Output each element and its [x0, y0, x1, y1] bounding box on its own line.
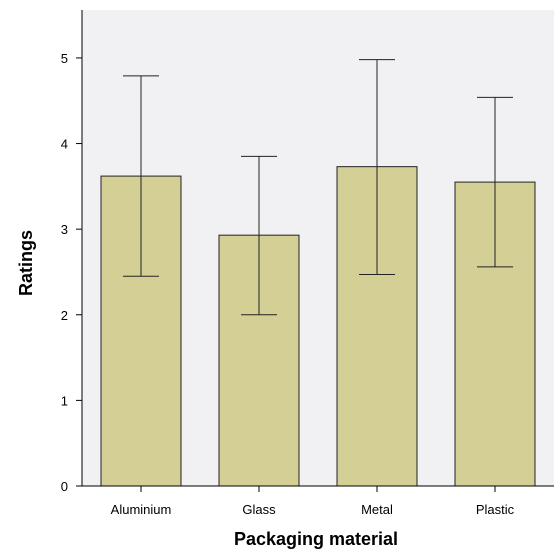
error-bar-plastic — [477, 96, 513, 268]
x-tick-label-aluminium: Aluminium — [111, 502, 172, 517]
x-axis-title: Packaging material — [234, 529, 398, 549]
y-axis-title: Ratings — [16, 230, 36, 296]
error-bar-glass — [241, 155, 277, 316]
x-tick-label-metal: Metal — [361, 502, 393, 517]
y-tick-label-4: 4 — [61, 137, 68, 152]
error-bar-aluminium — [123, 75, 159, 277]
x-tick-label-plastic: Plastic — [476, 502, 515, 517]
y-tick-label-2: 2 — [61, 308, 68, 323]
y-axis-ticks: 0 1 2 3 4 5 — [61, 51, 82, 494]
x-axis-tick-labels: Aluminium Glass Metal Plastic — [111, 486, 515, 517]
x-tick-label-glass: Glass — [242, 502, 276, 517]
error-bars — [123, 59, 513, 316]
y-tick-label-1: 1 — [61, 393, 68, 408]
error-bar-metal — [359, 59, 395, 276]
y-tick-label-3: 3 — [61, 222, 68, 237]
y-tick-label-0: 0 — [61, 479, 68, 494]
y-tick-label-5: 5 — [61, 51, 68, 66]
